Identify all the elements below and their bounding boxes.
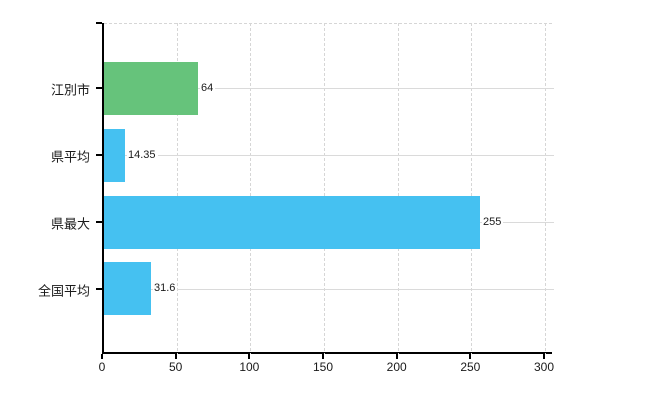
y-axis-tick	[96, 287, 102, 290]
bar-2	[104, 128, 125, 182]
bar-3	[104, 195, 480, 249]
gridline-vertical	[471, 23, 473, 354]
y-axis-tick	[96, 154, 102, 156]
y-axis-tick	[96, 87, 102, 89]
plot-area: 64 14.35 255 31.6	[102, 23, 554, 354]
bar-value-label: 31.6	[153, 282, 178, 295]
x-tick-label-300: 300	[533, 360, 555, 374]
x-tick-label-250: 250	[460, 360, 481, 374]
x-tick-label-0: 0	[98, 360, 106, 374]
gridline-vertical	[250, 23, 252, 354]
x-axis-tick	[543, 354, 545, 359]
x-tick-label-50: 50	[168, 360, 183, 374]
gridline-horizontal	[104, 155, 554, 156]
y-axis-tick	[96, 221, 102, 223]
bar-4	[104, 262, 151, 315]
gridline-horizontal-top	[104, 23, 554, 24]
gridline-horizontal	[104, 288, 554, 290]
x-axis-tick	[248, 354, 251, 359]
x-tick-label-100: 100	[239, 360, 260, 374]
category-label-4: 全国平均	[37, 283, 90, 298]
x-axis-tick	[174, 354, 177, 359]
x-tick-label-200: 200	[386, 360, 407, 374]
category-label-3: 県最大	[50, 216, 90, 232]
x-axis-tick	[469, 354, 472, 359]
gridline-vertical	[545, 23, 546, 354]
x-axis-tick	[395, 354, 398, 359]
gridline-vertical	[176, 23, 178, 354]
bar-value-label: 255	[482, 215, 504, 229]
bar-value-label: 14.35	[127, 148, 158, 162]
category-label-1: 江別市	[50, 82, 90, 98]
gridline-horizontal	[104, 88, 554, 89]
x-tick-label-150: 150	[312, 360, 334, 374]
gridline-vertical	[324, 23, 325, 354]
x-axis-tick	[101, 354, 103, 359]
y-axis-tick	[96, 22, 102, 24]
gridline-vertical	[397, 23, 399, 354]
category-label-2: 県平均	[50, 149, 90, 165]
x-axis-tick	[322, 354, 324, 359]
bar-1	[104, 61, 198, 115]
bar-value-label: 64	[200, 81, 216, 95]
